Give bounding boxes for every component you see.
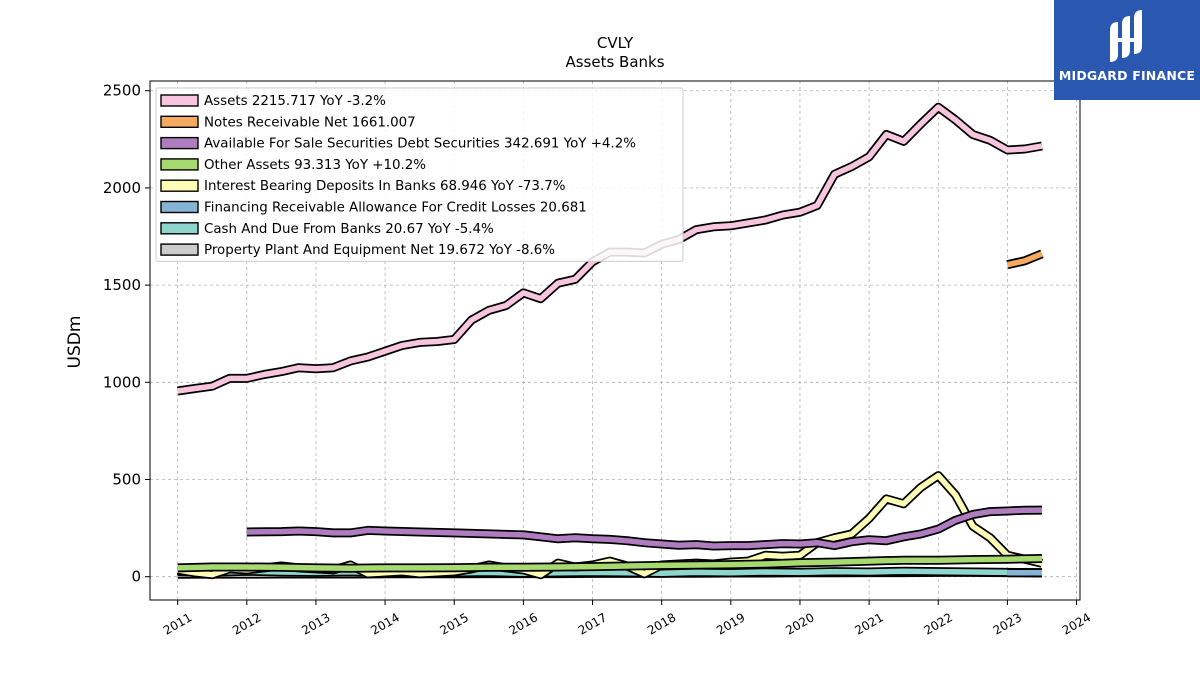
y-tick-label: 1000 [103, 373, 141, 391]
x-tick-label: 2012 [230, 610, 263, 637]
brand-logo: MIDGARD FINANCE [1054, 0, 1200, 100]
legend-item: Cash And Due From Banks 20.67 YoY -5.4% [160, 222, 494, 237]
legend-item: Notes Receivable Net 1661.007 [160, 115, 416, 130]
legend-swatch [160, 179, 199, 192]
plot-frame [149, 80, 1081, 601]
x-tick-label: 2011 [161, 610, 194, 637]
legend-item: Available For Sale Securities Debt Secur… [160, 136, 636, 152]
series-line [177, 555, 1043, 572]
legend-swatch [160, 136, 199, 150]
legend-swatch [160, 158, 199, 171]
y-tick-label: 500 [112, 470, 141, 488]
legend-swatch [160, 94, 199, 107]
chart-subtitle: Assets Banks [565, 53, 664, 71]
legend-label: Interest Bearing Deposits In Banks 68.94… [204, 179, 565, 194]
x-tick-label: 2020 [783, 610, 816, 637]
y-tick-label: 2500 [103, 82, 141, 100]
legend-swatch [160, 243, 199, 256]
x-tick-label: 2015 [438, 610, 471, 637]
x-tick-label: 2024 [1060, 610, 1093, 637]
legend: Assets 2215.717 YoY -3.2% Notes Receivabl… [155, 87, 684, 262]
x-tick-label: 2018 [645, 610, 678, 637]
x-tick-label: 2014 [368, 610, 401, 637]
legend-label: Property Plant And Equipment Net 19.672 … [204, 243, 555, 258]
brand-name: MIDGARD FINANCE [1058, 68, 1196, 83]
y-axis-label: USDm [65, 316, 85, 369]
legend-item: Financing Receivable Allowance For Credi… [160, 200, 587, 216]
legend-label: Other Assets 93.313 YoY +10.2% [204, 158, 426, 173]
y-tick-label: 2000 [103, 179, 141, 197]
legend-item: Interest Bearing Deposits In Banks 68.94… [160, 179, 565, 194]
series-other-assets [177, 554, 1043, 573]
y-tick-label: 1500 [103, 276, 141, 294]
legend-label: Assets 2215.717 YoY -3.2% [204, 94, 386, 109]
x-tick-label: 2013 [299, 610, 332, 637]
legend-swatch [160, 115, 199, 129]
legend-box [155, 87, 684, 262]
legend-item: Other Assets 93.313 YoY +10.2% [160, 158, 426, 173]
legend-swatch [160, 222, 199, 235]
x-tick-label: 2023 [991, 610, 1024, 637]
y-tick-label: 0 [131, 568, 141, 586]
series-available-for-sale-securities-debt-securities [246, 505, 1043, 551]
series-notes-receivable-net [1006, 249, 1044, 270]
legend-item: Assets 2215.717 YoY -3.2% [160, 94, 386, 109]
x-tick-label: 2019 [714, 610, 747, 637]
legend-label: Notes Receivable Net 1661.007 [204, 115, 416, 130]
x-tick-label: 2016 [507, 610, 540, 637]
legend-label: Financing Receivable Allowance For Credi… [204, 201, 587, 216]
series-line [246, 507, 1043, 549]
legend-label: Available For Sale Securities Debt Secur… [204, 137, 636, 152]
legend-label: Cash And Due From Banks 20.67 YoY -5.4% [204, 222, 494, 237]
series-line [1006, 251, 1044, 268]
x-tick-label: 2017 [576, 610, 609, 637]
chart-title: CVLY [597, 34, 634, 52]
legend-swatch [160, 200, 199, 214]
x-tick-label: 2021 [852, 610, 885, 637]
midgard-logo-icon [1110, 10, 1142, 62]
x-tick-label: 2022 [922, 610, 955, 637]
legend-item: Property Plant And Equipment Net 19.672 … [160, 243, 555, 258]
